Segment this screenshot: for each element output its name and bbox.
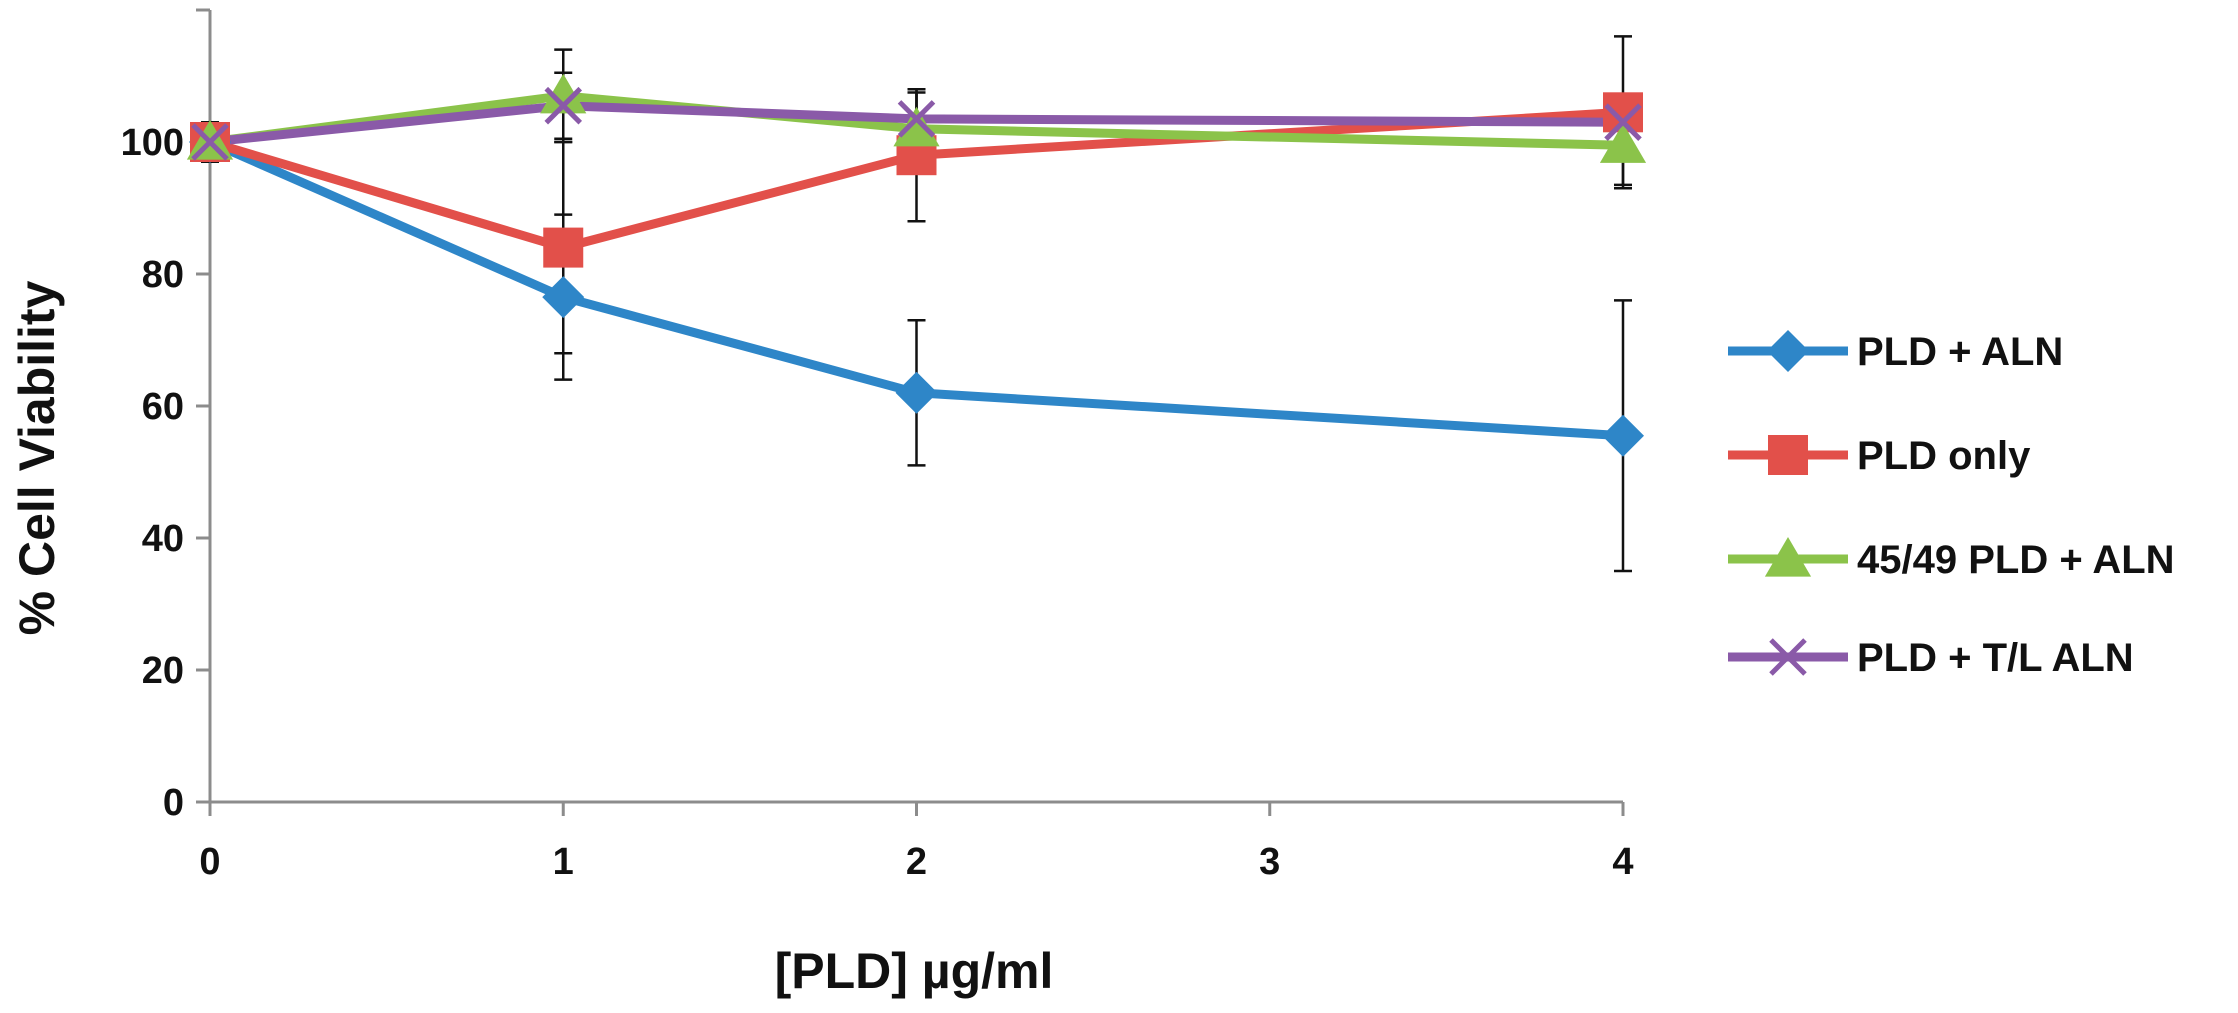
data-point-series-1 [542, 276, 585, 319]
y-tick-label: 80 [142, 254, 184, 296]
axes: 0 20 40 60 80 100 0 1 2 3 4 [121, 8, 1634, 883]
legend: PLD + ALN PLD only 45/49 PLD + ALN PLD + T/… [1728, 330, 2175, 680]
data-point-series-3 [540, 73, 587, 114]
legend-marker-1 [1767, 330, 1809, 372]
data-point-series-2 [543, 227, 584, 268]
y-tick-label: 40 [142, 518, 184, 560]
x-tick-label: 4 [1612, 841, 1633, 883]
data-point-series-3 [1599, 123, 1647, 163]
data-point-series-1 [1602, 414, 1644, 457]
series-line-1 [208, 137, 1624, 441]
data-point-series-4 [191, 123, 229, 161]
x-tick-label: 1 [553, 841, 574, 883]
data-point-series-4 [1604, 103, 1642, 141]
legend-marker-3 [1764, 537, 1812, 577]
data-point-series-4 [544, 86, 583, 125]
series-line-4 [209, 101, 1624, 147]
y-tick-label: 60 [142, 386, 184, 428]
y-tick-label: 20 [142, 650, 184, 692]
x-tick-label: 2 [906, 841, 927, 883]
x-tick-label: 0 [199, 841, 220, 883]
y-axis-title: % Cell Viability [9, 280, 65, 635]
series-lines [208, 91, 1624, 441]
legend-marker-4 [1769, 638, 1807, 676]
legend-label-4: PLD + T/L ALN [1857, 636, 2134, 680]
data-point-series-4 [897, 100, 936, 138]
x-axis-title: [PLD] µg/ml [775, 943, 1054, 999]
data-point-series-1 [895, 371, 938, 414]
y-tick-label: 100 [121, 122, 184, 164]
series-markers [186, 73, 1647, 457]
data-point-series-3 [893, 106, 940, 147]
legend-label-3: 45/49 PLD + ALN [1857, 538, 2175, 582]
legend-marker-2 [1768, 435, 1808, 475]
legend-label-2: PLD only [1857, 434, 2031, 478]
legend-label-1: PLD + ALN [1857, 330, 2063, 374]
y-tick-label: 0 [163, 782, 184, 824]
x-tick-label: 3 [1259, 841, 1280, 883]
